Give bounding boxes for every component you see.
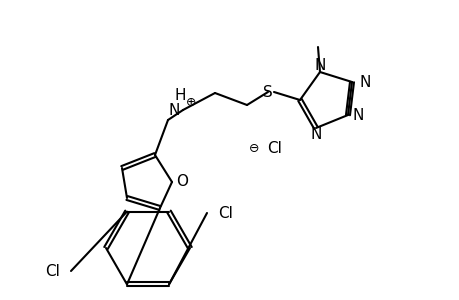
Text: N: N <box>352 107 364 122</box>
Text: ⊖: ⊖ <box>248 142 258 154</box>
Text: N: N <box>313 58 325 73</box>
Text: N: N <box>359 74 370 89</box>
Text: N: N <box>310 127 321 142</box>
Text: S: S <box>263 85 272 100</box>
Text: Cl: Cl <box>266 140 281 155</box>
Text: ⊕: ⊕ <box>185 95 196 109</box>
Text: H: H <box>174 88 185 103</box>
Text: N: N <box>168 103 179 118</box>
Text: O: O <box>176 175 188 190</box>
Text: Cl: Cl <box>218 206 232 220</box>
Text: Cl: Cl <box>45 263 60 278</box>
